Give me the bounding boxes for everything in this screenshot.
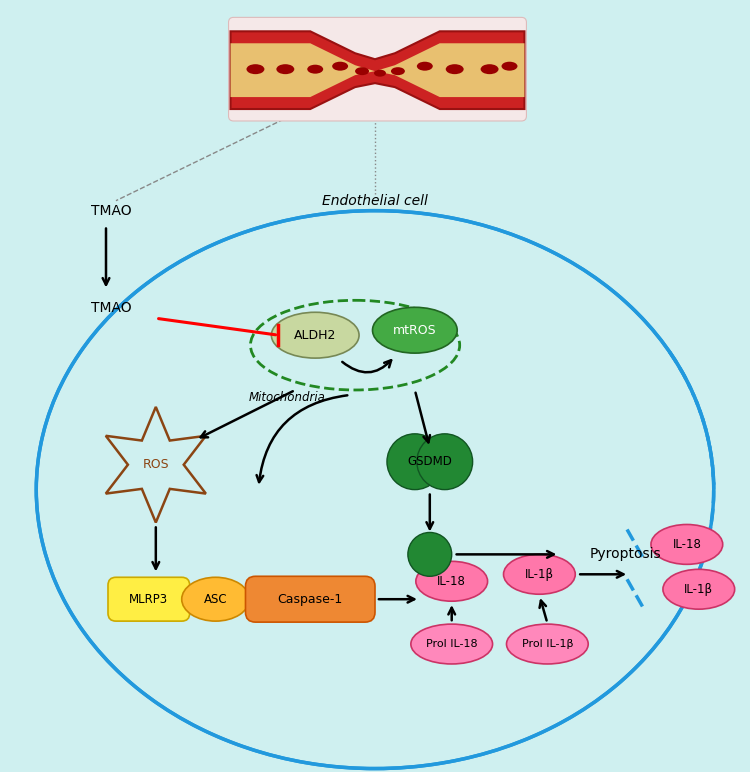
- Text: Endothelial cell: Endothelial cell: [322, 194, 428, 208]
- Ellipse shape: [182, 577, 250, 621]
- Text: Mitochondria: Mitochondria: [248, 391, 326, 405]
- Text: Caspase-1: Caspase-1: [278, 593, 343, 606]
- Text: IL-1β: IL-1β: [525, 567, 554, 581]
- Ellipse shape: [416, 561, 488, 601]
- Text: Prol IL-18: Prol IL-18: [426, 639, 478, 649]
- Ellipse shape: [651, 524, 723, 564]
- Ellipse shape: [247, 64, 265, 74]
- Ellipse shape: [272, 313, 359, 358]
- Text: TMAO: TMAO: [91, 301, 132, 315]
- Text: IL-1β: IL-1β: [684, 583, 713, 596]
- Text: GSDMD: GSDMD: [407, 455, 452, 469]
- FancyBboxPatch shape: [108, 577, 190, 621]
- Ellipse shape: [502, 62, 518, 71]
- Ellipse shape: [373, 307, 458, 353]
- Circle shape: [408, 533, 452, 576]
- Text: Prol IL-1β: Prol IL-1β: [521, 639, 573, 649]
- Ellipse shape: [308, 65, 323, 73]
- Polygon shape: [230, 32, 524, 109]
- Text: TMAO: TMAO: [91, 204, 132, 218]
- Polygon shape: [230, 43, 524, 97]
- Ellipse shape: [506, 624, 588, 664]
- Ellipse shape: [355, 67, 369, 75]
- Ellipse shape: [663, 569, 735, 609]
- Circle shape: [417, 434, 472, 489]
- Ellipse shape: [417, 62, 433, 71]
- Text: ASC: ASC: [204, 593, 227, 606]
- Text: mtROS: mtROS: [393, 323, 436, 337]
- Text: Pyroptosis: Pyroptosis: [590, 547, 661, 561]
- Text: ROS: ROS: [142, 459, 170, 471]
- FancyBboxPatch shape: [245, 576, 375, 622]
- Ellipse shape: [276, 64, 294, 74]
- Circle shape: [387, 434, 442, 489]
- Ellipse shape: [411, 624, 493, 664]
- Ellipse shape: [481, 64, 499, 74]
- Text: MLRP3: MLRP3: [129, 593, 169, 606]
- Ellipse shape: [446, 64, 464, 74]
- Text: ALDH2: ALDH2: [294, 329, 337, 342]
- Ellipse shape: [503, 554, 575, 594]
- Ellipse shape: [332, 62, 348, 71]
- Text: IL-18: IL-18: [437, 575, 466, 587]
- FancyBboxPatch shape: [229, 18, 526, 121]
- Text: IL-18: IL-18: [673, 538, 701, 551]
- Ellipse shape: [374, 69, 386, 76]
- Ellipse shape: [391, 67, 405, 75]
